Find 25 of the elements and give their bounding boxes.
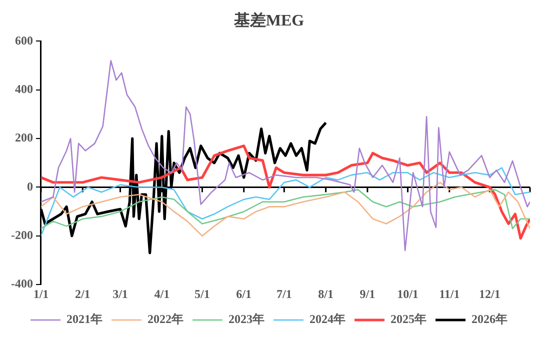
- x-tick-label: 3/1: [112, 286, 128, 301]
- x-tick-label: 6/1: [236, 286, 252, 301]
- y-tick-label: 200: [14, 130, 33, 145]
- y-tick-label: 600: [14, 33, 33, 48]
- x-tick-label: 5/1: [194, 286, 210, 301]
- x-tick-label: 9/1: [360, 286, 376, 301]
- x-tick-label: 8/1: [318, 286, 334, 301]
- x-tick-label: 2/1: [74, 286, 90, 301]
- legend-label: 2026年: [472, 312, 508, 326]
- x-tick-label: 1/1: [33, 286, 49, 301]
- y-tick-label: 400: [14, 82, 33, 96]
- legend-label: 2021年: [66, 312, 102, 326]
- chart-title: 基差MEG: [232, 12, 305, 30]
- x-tick-label: 7/1: [276, 286, 292, 301]
- x-tick-label: 11/1: [439, 286, 460, 301]
- legend-label: 2025年: [390, 312, 426, 326]
- x-tick-label: 12/1: [479, 286, 500, 301]
- legend-label: 2024年: [310, 312, 346, 326]
- x-tick-label: 10/1: [397, 286, 418, 301]
- x-tick-label: 4/1: [154, 286, 170, 301]
- y-tick-label: 0: [26, 179, 33, 194]
- y-tick-label: -400: [10, 276, 33, 291]
- y-tick-label: -200: [10, 228, 33, 242]
- legend-label: 2022年: [148, 312, 184, 326]
- legend-label: 2023年: [228, 312, 264, 326]
